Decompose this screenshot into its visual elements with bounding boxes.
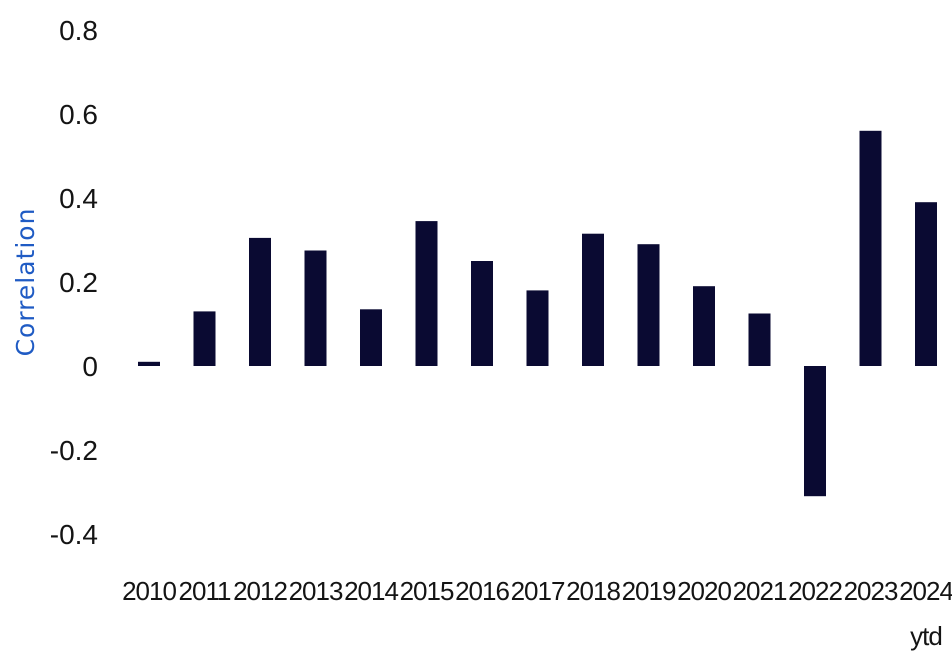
x-tick-label: 2016 (455, 576, 509, 606)
bars (138, 130, 937, 497)
bar-2024 (915, 202, 937, 366)
bar-2012 (249, 237, 271, 366)
y-tick-label: 0.2 (59, 267, 98, 298)
y-axis-ticks: 0.8 0.6 0.4 0.2 0 -0.2 -0.4 (50, 15, 98, 550)
x-tick-label: 2024 (899, 576, 952, 606)
bar-2014 (360, 309, 382, 366)
x-tick-label: 2017 (511, 576, 565, 606)
x-tick-label: 2019 (622, 576, 676, 606)
y-tick-label: 0 (82, 351, 98, 382)
x-tick-label: 2010 (122, 576, 176, 606)
y-tick-label: 0.4 (59, 183, 98, 214)
x-tick-label: 2011 (179, 576, 231, 606)
x-tick-label: 2013 (289, 576, 343, 606)
bar-2016 (471, 261, 493, 366)
y-axis-label: Correlation (11, 208, 40, 357)
y-tick-label: -0.4 (50, 519, 98, 550)
x-tick-label: 2023 (844, 576, 898, 606)
x-tick-label: 2018 (566, 576, 620, 606)
y-tick-label: 0.6 (59, 99, 98, 130)
x-tick-sublabel: ytd (910, 621, 942, 651)
bar-2018 (582, 233, 604, 366)
x-axis-ticks: 2010 2011 2012 2013 2014 2015 2016 2017 2018 2019… (122, 576, 952, 651)
bar-2021 (748, 313, 771, 366)
x-tick-label: 2015 (400, 576, 454, 606)
bar-2017 (526, 290, 549, 366)
bar-2020 (693, 286, 715, 366)
bar-2015 (415, 221, 438, 366)
y-tick-label: -0.2 (50, 435, 98, 466)
x-tick-label: 2020 (677, 576, 731, 606)
bar-2019 (637, 244, 660, 366)
bar-2010 (138, 361, 160, 366)
bar-2011 (193, 311, 216, 366)
x-tick-label: 2021 (733, 576, 787, 606)
bar-2022 (804, 366, 826, 497)
bar-2023 (859, 130, 882, 366)
y-tick-label: 0.8 (59, 15, 98, 46)
x-tick-label: 2012 (233, 576, 287, 606)
x-tick-label: 2014 (344, 576, 398, 606)
x-tick-label: 2022 (788, 576, 842, 606)
bar-2013 (304, 250, 327, 366)
